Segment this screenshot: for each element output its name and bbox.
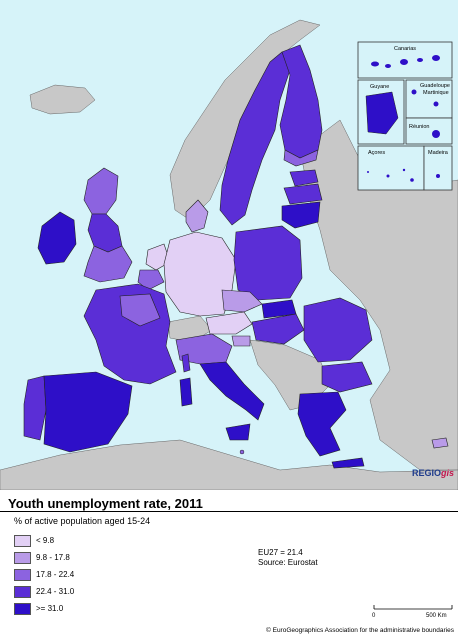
region-corsica xyxy=(181,353,191,373)
region-cyprus xyxy=(431,437,449,449)
legend-swatch xyxy=(14,551,31,564)
copyright-notice: © EuroGeographics Association for the ad… xyxy=(266,627,454,634)
region-lithuania xyxy=(281,201,321,229)
legend-label: 17.8 - 22.4 xyxy=(36,570,75,579)
scale-start: 0 xyxy=(372,613,376,619)
region-spain xyxy=(43,371,133,453)
region-bulgaria xyxy=(321,361,373,393)
inset-label-acores: Açores xyxy=(368,150,385,156)
region-scotland xyxy=(83,167,119,215)
region-latvia xyxy=(283,183,323,205)
inset-reunion xyxy=(405,117,453,145)
region-austria xyxy=(205,311,253,335)
inset-label-martinique: Martinique xyxy=(423,90,449,96)
scale-end: 500 Km xyxy=(426,613,447,619)
legend-swatch xyxy=(14,534,31,547)
legend-item: 17.8 - 22.4 xyxy=(14,566,74,583)
region-sardinia xyxy=(179,377,193,407)
map-title: Youth unemployment rate, 2011 xyxy=(8,496,203,511)
data-source: Source: Eurostat xyxy=(258,558,318,567)
region-belgium xyxy=(137,269,165,291)
scale-bar: 0 500 Km xyxy=(372,605,453,619)
legend-swatch xyxy=(14,585,31,598)
non-eu-land-iceland xyxy=(29,84,96,115)
legend-label: 22.4 - 31.0 xyxy=(36,587,75,596)
region-estonia xyxy=(289,169,319,187)
inset-panel: Canarias Guyane Guadeloupe Martinique Ré… xyxy=(357,41,453,191)
region-germany xyxy=(163,231,237,317)
region-poland xyxy=(233,225,303,301)
inset-label-guadeloupe: Guadeloupe xyxy=(420,83,450,89)
stats-block: EU27 = 21.4 Source: Eurostat xyxy=(258,548,318,568)
region-italy-south xyxy=(199,361,265,421)
legend-item: < 9.8 xyxy=(14,532,74,549)
regiogis-logo: REGIOgis xyxy=(412,468,455,478)
region-romania xyxy=(303,297,373,363)
europe-map: Canarias Guyane Guadeloupe Martinique Ré… xyxy=(0,0,458,490)
legend-label: 9.8 - 17.8 xyxy=(36,553,70,562)
inset-guadeloupe xyxy=(405,79,453,119)
region-sweden xyxy=(219,51,291,226)
region-czech xyxy=(221,289,263,313)
region-denmark xyxy=(185,199,209,233)
eu-average: EU27 = 21.4 xyxy=(258,548,303,557)
legend: < 9.8 9.8 - 17.8 17.8 - 22.4 22.4 - 31.0… xyxy=(14,532,74,617)
non-eu-land-africa xyxy=(0,439,458,490)
inset-label-guyane: Guyane xyxy=(370,84,389,90)
region-finland-south xyxy=(283,149,319,167)
legend-item: 22.4 - 31.0 xyxy=(14,583,74,600)
region-greece xyxy=(297,391,347,457)
region-england-south xyxy=(83,245,133,283)
title-divider xyxy=(0,511,458,512)
legend-label: < 9.8 xyxy=(36,536,55,545)
region-hungary xyxy=(251,313,305,345)
legend-item: 9.8 - 17.8 xyxy=(14,549,74,566)
region-malta xyxy=(239,449,245,455)
region-ireland xyxy=(37,211,77,265)
legend-swatch xyxy=(14,568,31,581)
inset-label-madeira: Madeira xyxy=(428,150,449,156)
legend-item: >= 31.0 xyxy=(14,600,74,617)
region-crete xyxy=(331,457,365,469)
region-slovenia xyxy=(231,335,251,347)
region-france-north xyxy=(119,293,161,327)
legend-label: >= 31.0 xyxy=(36,604,64,613)
inset-label-reunion: Réunion xyxy=(409,124,430,130)
inset-madeira xyxy=(423,145,453,191)
legend-swatch xyxy=(14,602,31,615)
legend-subtitle: % of active population aged 15-24 xyxy=(14,516,151,526)
inset-label-canarias: Canarias xyxy=(394,46,416,52)
region-sicily xyxy=(225,423,251,441)
